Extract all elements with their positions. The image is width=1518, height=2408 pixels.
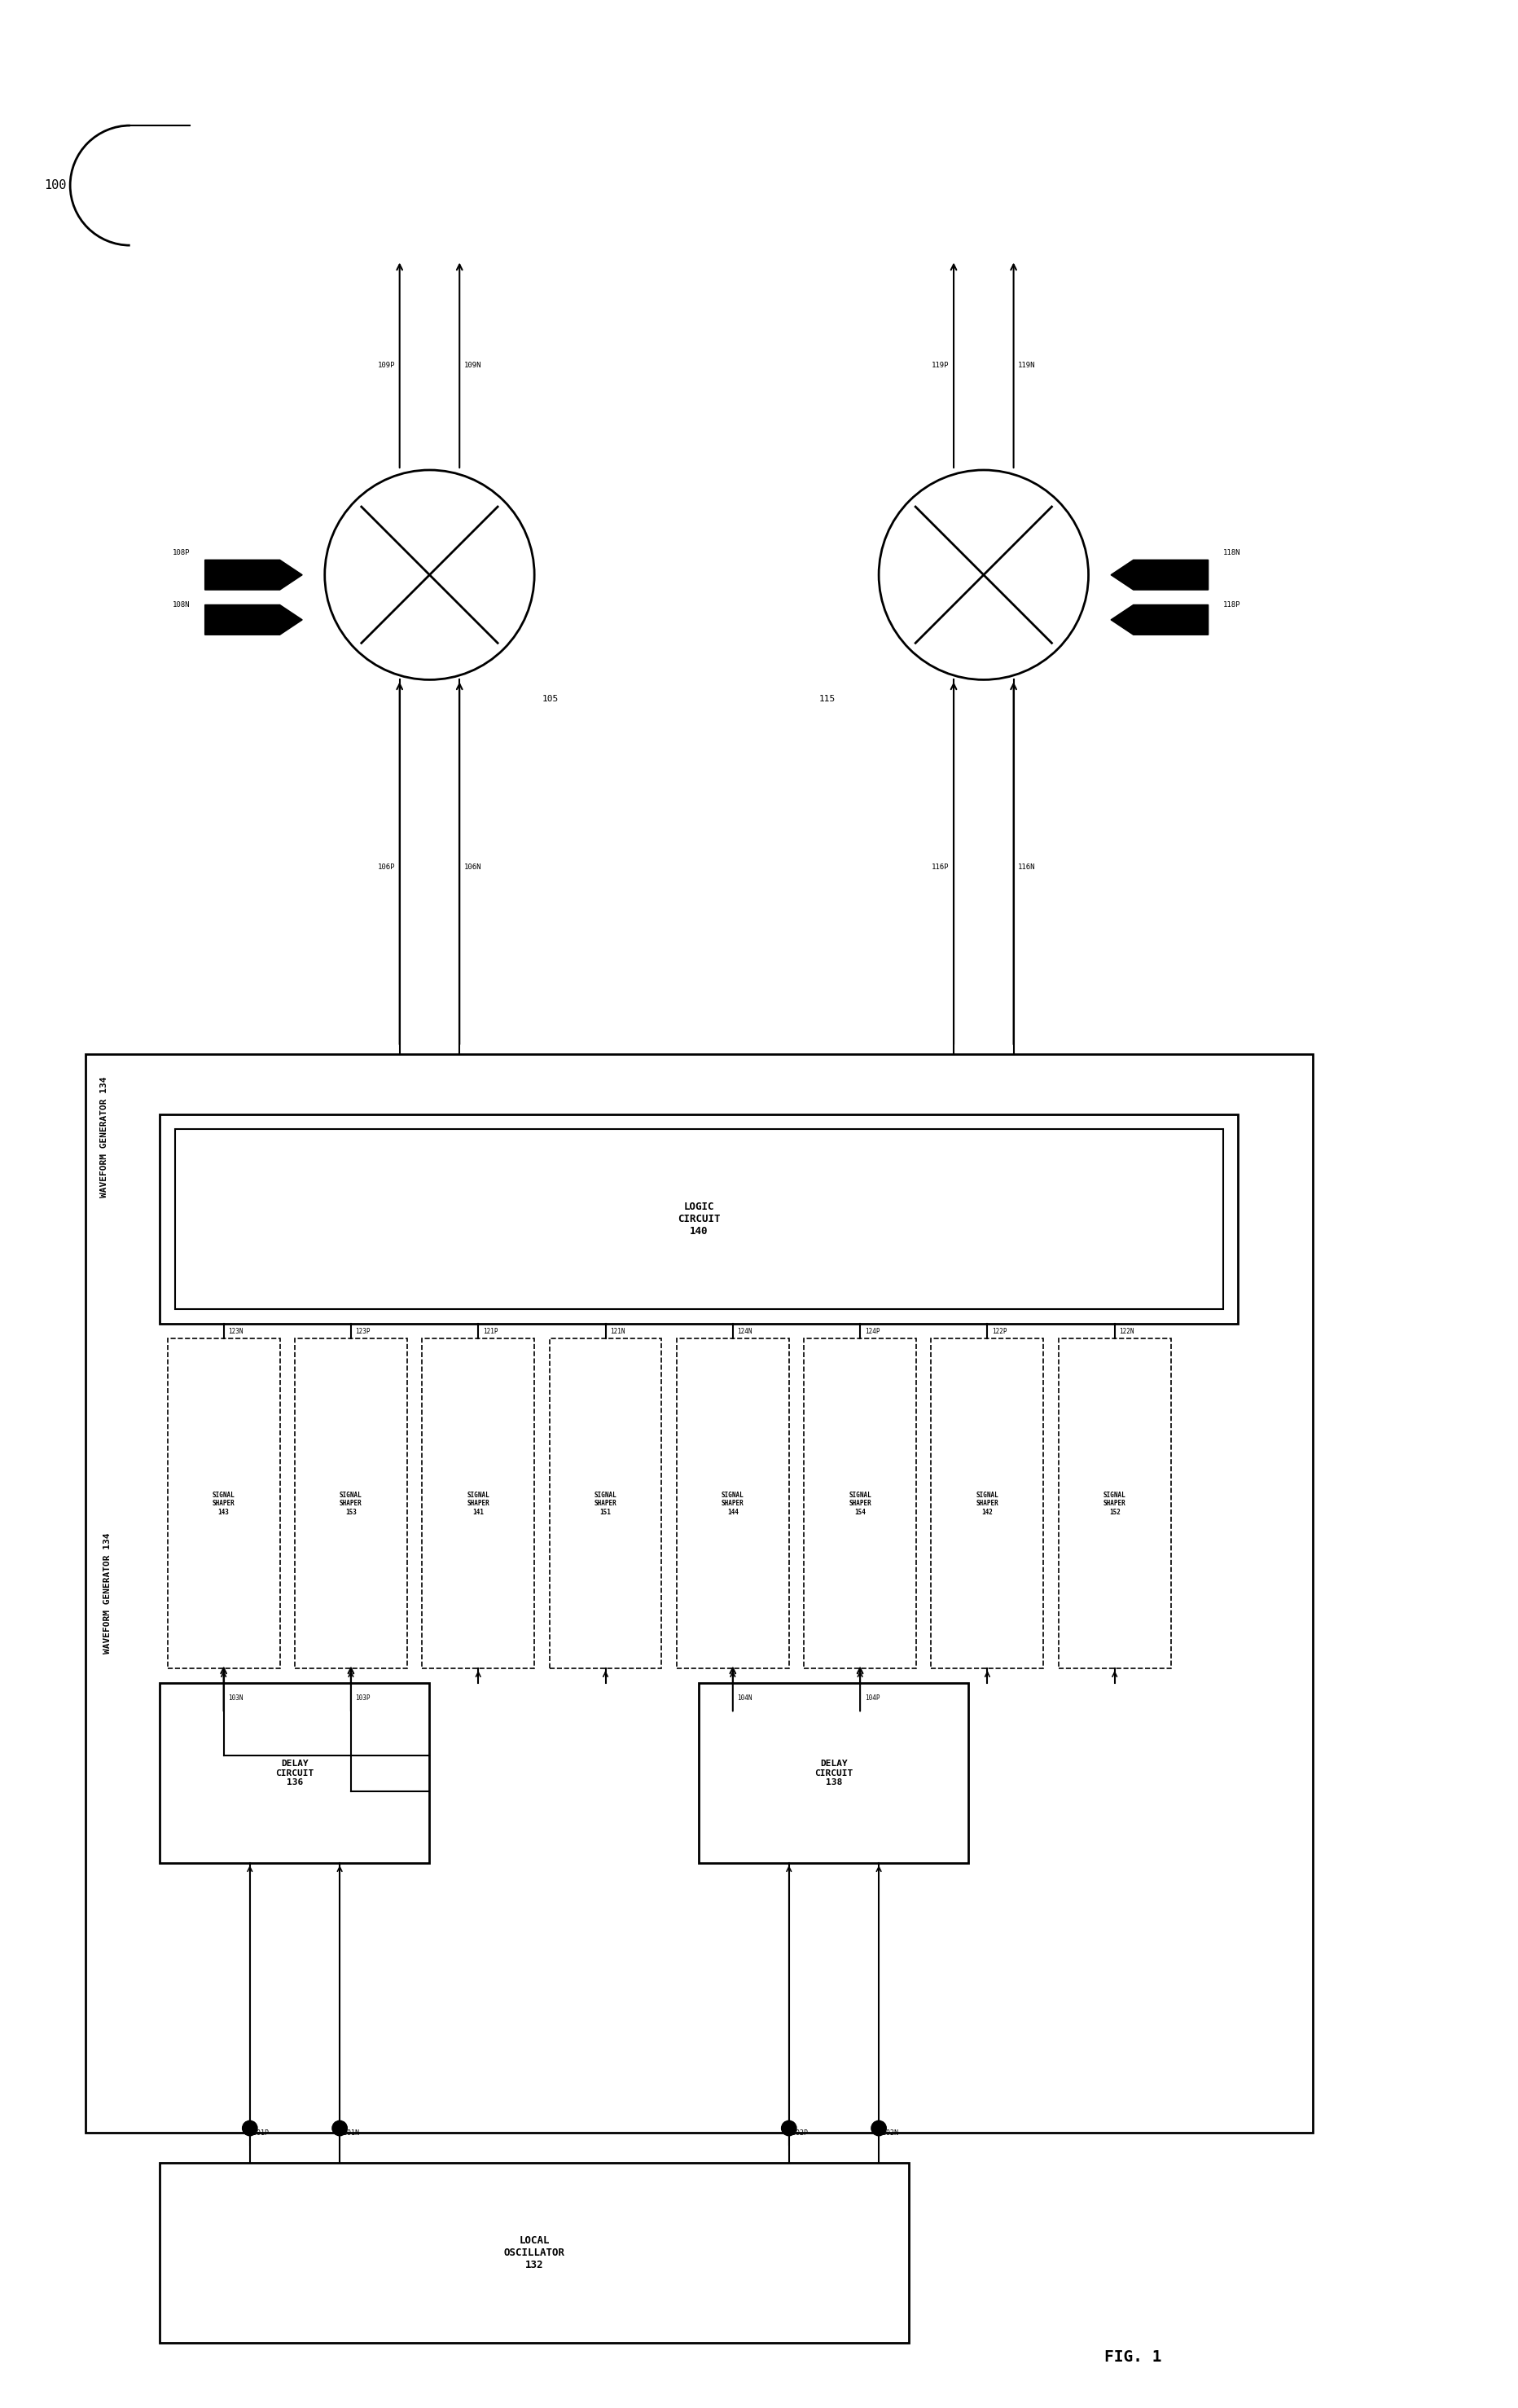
Circle shape	[871, 2121, 887, 2136]
Bar	[167, 1339, 279, 1669]
Bar	[550, 1339, 662, 1669]
Text: WAVEFORM GENERATOR 134: WAVEFORM GENERATOR 134	[103, 1534, 112, 1654]
Text: 119P: 119P	[932, 361, 949, 368]
Text: 108P: 108P	[173, 549, 190, 556]
Text: 116P: 116P	[932, 864, 949, 872]
Text: LOCAL
OSCILLATOR
132: LOCAL OSCILLATOR 132	[504, 2235, 565, 2271]
Text: 106N: 106N	[465, 864, 481, 872]
Text: 123P: 123P	[355, 1327, 370, 1334]
Text: 115: 115	[818, 694, 835, 703]
Text: SIGNAL
SHAPER
141: SIGNAL SHAPER 141	[468, 1491, 489, 1515]
Bar	[931, 1339, 1043, 1669]
FancyArrow shape	[1111, 604, 1208, 636]
Text: 121N: 121N	[610, 1327, 625, 1334]
Text: 102N: 102N	[882, 2129, 899, 2136]
Bar	[677, 1339, 789, 1669]
Text: 104N: 104N	[738, 1695, 753, 1702]
Bar	[700, 1683, 968, 1864]
Text: 104P: 104P	[865, 1695, 879, 1702]
Circle shape	[243, 2121, 258, 2136]
Text: 108N: 108N	[173, 602, 190, 609]
Bar	[1058, 1339, 1170, 1669]
Text: 122N: 122N	[1119, 1327, 1134, 1334]
Text: 100: 100	[44, 178, 67, 193]
Bar	[159, 1115, 1239, 1324]
Text: 123N: 123N	[228, 1327, 243, 1334]
Text: 124P: 124P	[865, 1327, 879, 1334]
Text: 101P: 101P	[254, 2129, 269, 2136]
Text: FIG. 1: FIG. 1	[1105, 2350, 1163, 2365]
Text: 101N: 101N	[343, 2129, 358, 2136]
Bar	[422, 1339, 534, 1669]
Text: SIGNAL
SHAPER
142: SIGNAL SHAPER 142	[976, 1491, 999, 1515]
Text: 122P: 122P	[991, 1327, 1006, 1334]
Text: 106P: 106P	[378, 864, 395, 872]
Text: WAVEFORM GENERATOR 134: WAVEFORM GENERATOR 134	[100, 1076, 108, 1197]
Bar	[159, 1683, 430, 1864]
Text: 116N: 116N	[1019, 864, 1035, 872]
FancyArrow shape	[205, 561, 302, 590]
Text: 103N: 103N	[228, 1695, 243, 1702]
Text: 124N: 124N	[738, 1327, 753, 1334]
Text: SIGNAL
SHAPER
152: SIGNAL SHAPER 152	[1104, 1491, 1126, 1515]
Text: SIGNAL
SHAPER
154: SIGNAL SHAPER 154	[849, 1491, 871, 1515]
Bar	[805, 1339, 917, 1669]
Text: 121P: 121P	[483, 1327, 498, 1334]
Text: 109P: 109P	[378, 361, 395, 368]
FancyArrow shape	[205, 604, 302, 636]
Text: 118N: 118N	[1224, 549, 1240, 556]
Text: 103P: 103P	[355, 1695, 370, 1702]
Text: DELAY
CIRCUIT
136: DELAY CIRCUIT 136	[276, 1760, 314, 1787]
Bar	[159, 2162, 909, 2343]
Bar	[294, 1339, 407, 1669]
Text: 102P: 102P	[792, 2129, 808, 2136]
Bar	[85, 1055, 1313, 2133]
Text: DELAY
CIRCUIT
138: DELAY CIRCUIT 138	[815, 1760, 853, 1787]
Circle shape	[332, 2121, 348, 2136]
FancyArrow shape	[1111, 561, 1208, 590]
Bar	[175, 1129, 1224, 1310]
Text: 109N: 109N	[465, 361, 481, 368]
Text: 105: 105	[542, 694, 559, 703]
Text: SIGNAL
SHAPER
144: SIGNAL SHAPER 144	[721, 1491, 744, 1515]
Text: 119N: 119N	[1019, 361, 1035, 368]
Text: SIGNAL
SHAPER
153: SIGNAL SHAPER 153	[340, 1491, 363, 1515]
Text: 118P: 118P	[1224, 602, 1240, 609]
Text: SIGNAL
SHAPER
151: SIGNAL SHAPER 151	[594, 1491, 616, 1515]
Text: LOGIC
CIRCUIT
140: LOGIC CIRCUIT 140	[677, 1202, 721, 1235]
Text: SIGNAL
SHAPER
143: SIGNAL SHAPER 143	[213, 1491, 235, 1515]
Circle shape	[782, 2121, 797, 2136]
